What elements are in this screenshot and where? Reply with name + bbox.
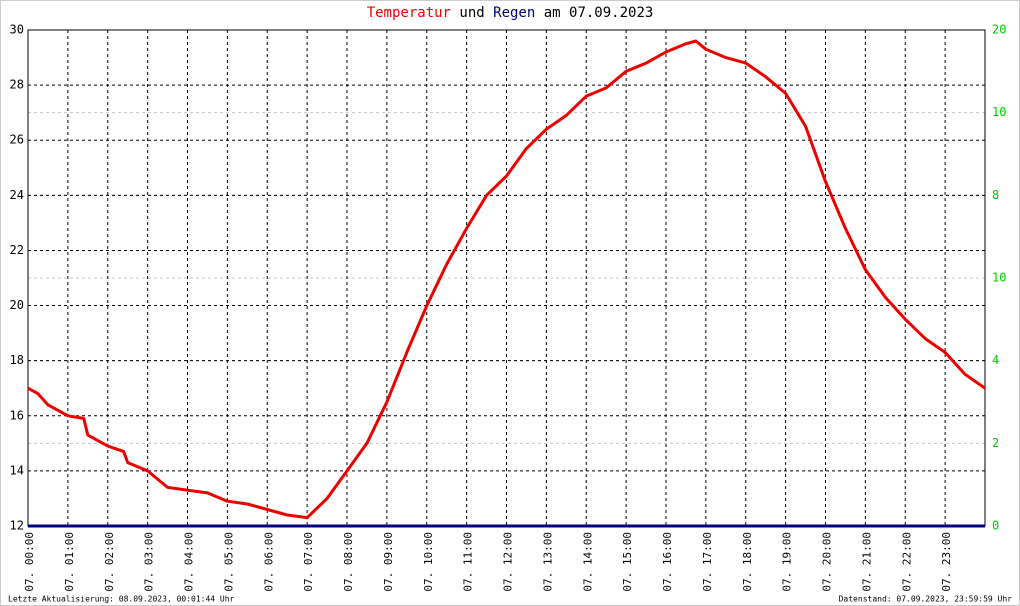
x-tick-label: 07. 13:00 [541, 532, 554, 592]
title-part: Temperatur [367, 5, 451, 21]
footer-left: Letzte Aktualisierung: 08.09.2023, 00:01… [8, 595, 235, 604]
y2-tick-label: 10 [992, 105, 1006, 119]
y-tick-label: 22 [10, 243, 24, 257]
x-tick-label: 07. 09:00 [382, 532, 395, 592]
x-tick-label: 07. 05:00 [222, 532, 235, 592]
series-line [27, 39, 986, 520]
x-tick-label: 07. 20:00 [821, 532, 834, 592]
y-tick-label: 18 [10, 353, 24, 367]
footer-right: Datenstand: 07.09.2023, 23:59:59 Uhr [839, 595, 1013, 604]
x-tick-label: 07. 07:00 [302, 532, 315, 592]
y-tick-label: 12 [10, 519, 24, 533]
y2-tick-label: 10 [992, 271, 1006, 285]
x-tick-label: 07. 11:00 [462, 532, 475, 592]
y2-tick-label: 20 [992, 23, 1006, 37]
x-tick-label: 07. 00:00 [23, 532, 36, 592]
chart-title: Temperatur und Regen am 07.09.2023 [367, 5, 654, 21]
x-tick-label: 07. 01:00 [63, 532, 76, 592]
y2-tick-label: 0 [992, 519, 999, 533]
y-tick-label: 28 [10, 78, 24, 92]
y2-tick-label: 8 [992, 188, 999, 202]
y2-tick-label: 4 [992, 353, 999, 367]
x-tick-label: 07. 10:00 [422, 532, 435, 592]
x-tick-label: 07. 06:00 [262, 532, 275, 592]
title-part: am 07.09.2023 [535, 5, 653, 21]
x-tick-label: 07. 03:00 [143, 532, 156, 592]
x-tick-label: 07. 23:00 [940, 532, 953, 592]
y-tick-label: 26 [10, 133, 24, 147]
y-tick-label: 30 [10, 23, 24, 37]
title-part: Regen [493, 5, 535, 21]
y-tick-label: 20 [10, 298, 24, 312]
x-tick-label: 07. 17:00 [701, 532, 714, 592]
x-tick-label: 07. 15:00 [621, 532, 634, 592]
x-tick-label: 07. 21:00 [860, 532, 873, 592]
x-tick-label: 07. 19:00 [781, 532, 794, 592]
y-tick-label: 16 [10, 408, 24, 422]
x-tick-label: 07. 02:00 [103, 532, 116, 592]
x-tick-label: 07. 12:00 [502, 532, 515, 592]
y2-tick-label: 2 [992, 436, 999, 450]
x-tick-label: 07. 04:00 [183, 532, 196, 592]
x-tick-label: 07. 14:00 [581, 532, 594, 592]
x-tick-label: 07. 22:00 [900, 532, 913, 592]
y-tick-label: 24 [10, 188, 24, 202]
x-tick-label: 07. 18:00 [741, 532, 754, 592]
x-tick-label: 07. 16:00 [661, 532, 674, 592]
title-part: und [451, 5, 493, 21]
x-tick-label: 07. 08:00 [342, 532, 355, 592]
y-tick-label: 14 [10, 463, 24, 477]
